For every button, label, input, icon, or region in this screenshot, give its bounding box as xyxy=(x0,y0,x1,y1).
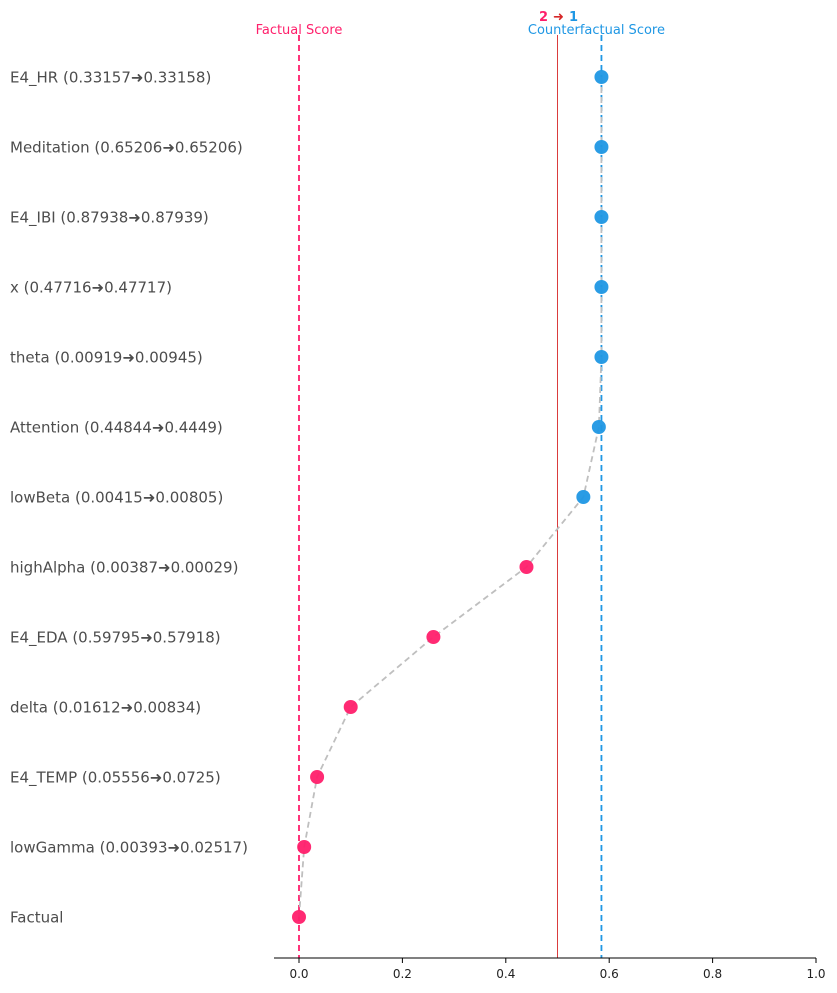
feature-label: delta (0.01612➜0.00834) xyxy=(10,699,201,717)
feature-label: lowGamma (0.00393➜0.02517) xyxy=(10,839,248,857)
x-tick-label: 0.2 xyxy=(393,967,412,981)
data-points xyxy=(292,70,609,924)
feature-label: theta (0.00919➜0.00945) xyxy=(10,349,203,367)
feature-label: lowBeta (0.00415➜0.00805) xyxy=(10,489,223,507)
feature-label: x (0.47716➜0.47717) xyxy=(10,279,172,297)
counterfactual-score-label: Counterfactual Score xyxy=(528,23,665,38)
x-tick-label: 0.8 xyxy=(703,967,722,981)
feature-label: Factual xyxy=(10,909,63,927)
data-point xyxy=(292,910,306,924)
path-lines xyxy=(298,77,603,918)
data-point xyxy=(426,630,441,644)
feature-label: Attention (0.44844➜0.4449) xyxy=(10,419,223,437)
x-tick-label: 1.0 xyxy=(806,967,825,981)
feature-label: E4_HR (0.33157➜0.33158) xyxy=(10,69,211,88)
data-point xyxy=(594,280,609,294)
data-point xyxy=(594,350,609,364)
reference-lines xyxy=(298,35,603,958)
feature-labels: E4_HR (0.33157➜0.33158) Meditation (0.652… xyxy=(10,69,248,927)
data-point xyxy=(594,70,609,84)
data-point xyxy=(519,560,534,574)
x-axis: 0.0 0.2 0.4 0.6 0.8 1.0 xyxy=(274,957,826,981)
x-tick-label: 0.4 xyxy=(496,967,515,981)
data-point xyxy=(310,770,325,784)
factual-score-label: Factual Score xyxy=(256,23,343,38)
x-tick-label: 0.0 xyxy=(289,967,308,981)
feature-label: E4_EDA (0.59795➜0.57918) xyxy=(10,629,221,648)
feature-label: E4_TEMP (0.05556➜0.0725) xyxy=(10,769,221,788)
data-point xyxy=(576,490,591,504)
feature-label: highAlpha (0.00387➜0.00029) xyxy=(10,559,238,577)
feature-label: E4_IBI (0.87938➜0.87939) xyxy=(10,209,209,228)
path-line xyxy=(298,77,603,918)
data-point xyxy=(594,140,609,154)
data-point xyxy=(594,210,609,224)
class-from-label: 2 xyxy=(539,10,548,25)
data-point xyxy=(343,700,358,714)
data-point xyxy=(297,840,312,854)
class-to-label: 1 xyxy=(569,10,578,25)
class-arrow-icon: ➜ xyxy=(553,10,564,25)
x-tick-label: 0.6 xyxy=(600,967,619,981)
feature-label: Meditation (0.65206➜0.65206) xyxy=(10,139,243,157)
data-point xyxy=(591,420,606,434)
